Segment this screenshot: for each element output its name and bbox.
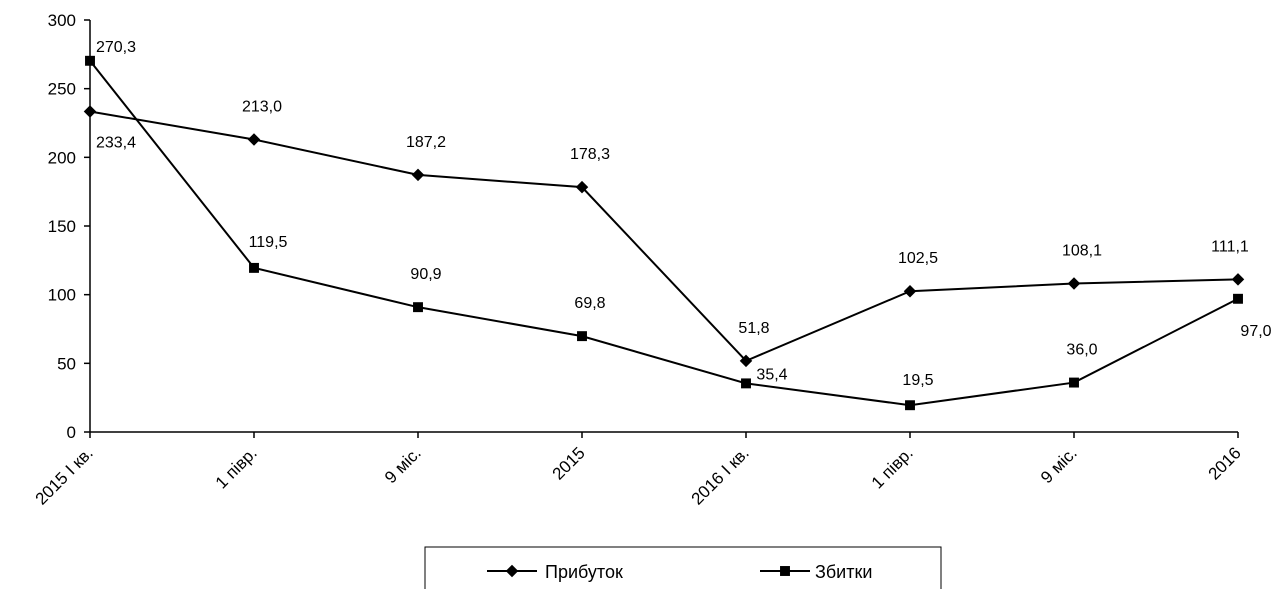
data-label: 213,0 xyxy=(242,98,282,115)
diamond-marker xyxy=(83,105,97,118)
legend: Прибуток Збитки xyxy=(424,546,942,589)
data-label: 35,4 xyxy=(756,366,787,383)
data-label: 108,1 xyxy=(1062,243,1102,260)
diamond-marker xyxy=(575,180,589,194)
series-group xyxy=(83,55,1245,411)
series-line-2 xyxy=(89,60,1239,407)
data-label: 178,3 xyxy=(570,146,610,163)
data-label: 90,9 xyxy=(410,266,441,283)
diamond-marker xyxy=(739,354,753,368)
data-label: 19,5 xyxy=(902,372,933,389)
y-tick-label: 0 xyxy=(67,423,76,442)
x-tick-label: 9 міс. xyxy=(381,443,425,487)
legend-label: Прибуток xyxy=(545,562,623,582)
axes: 0 50 100 150 200 250 300 2015 I кв. 1 півр. 9 міс… xyxy=(32,11,1245,509)
diamond-marker xyxy=(1067,277,1081,290)
y-tick-label: 200 xyxy=(48,148,76,167)
square-marker xyxy=(741,378,751,389)
diamond-marker xyxy=(1231,273,1245,286)
diamond-marker xyxy=(505,564,519,578)
x-tick-label: 2015 xyxy=(549,443,589,483)
square-marker xyxy=(85,55,95,66)
y-tick-label: 50 xyxy=(57,354,76,373)
y-tick-label: 300 xyxy=(48,11,76,30)
data-label: 119,5 xyxy=(249,234,288,251)
diamond-marker xyxy=(903,284,917,298)
square-marker xyxy=(905,400,915,411)
square-marker xyxy=(577,331,587,342)
data-label: 36,0 xyxy=(1066,342,1097,359)
data-labels: 233,4 213,0 187,2 178,3 51,8 102,5 108,1 111,1 2… xyxy=(96,39,1272,389)
diamond-marker xyxy=(411,168,425,182)
square-marker xyxy=(1069,377,1079,388)
data-label: 270,3 xyxy=(96,39,136,56)
data-label: 102,5 xyxy=(898,250,938,267)
data-label: 111,1 xyxy=(1211,238,1249,255)
y-tick-label: 100 xyxy=(48,286,76,305)
square-marker xyxy=(249,262,259,273)
square-marker xyxy=(1233,293,1243,304)
square-marker xyxy=(413,302,423,313)
data-label: 51,8 xyxy=(738,320,769,337)
x-tick-label: 1 півр. xyxy=(212,443,261,492)
data-label: 69,8 xyxy=(574,295,605,312)
data-label: 233,4 xyxy=(96,134,136,151)
x-tick-label: 2015 I кв. xyxy=(32,443,97,508)
x-tick-label: 2016 I кв. xyxy=(688,443,753,508)
y-tick-label: 150 xyxy=(48,217,76,236)
data-label: 97,0 xyxy=(1240,323,1271,340)
x-tick-label: 1 півр. xyxy=(868,443,917,492)
diamond-marker xyxy=(247,133,261,146)
series-line-1 xyxy=(89,110,1239,363)
x-tick-label: 2016 xyxy=(1205,443,1245,483)
data-label: 187,2 xyxy=(406,134,446,151)
x-tick-label: 9 міс. xyxy=(1037,443,1081,487)
y-tick-label: 250 xyxy=(48,80,76,99)
square-marker xyxy=(780,566,790,576)
legend-label: Збитки xyxy=(815,562,872,582)
